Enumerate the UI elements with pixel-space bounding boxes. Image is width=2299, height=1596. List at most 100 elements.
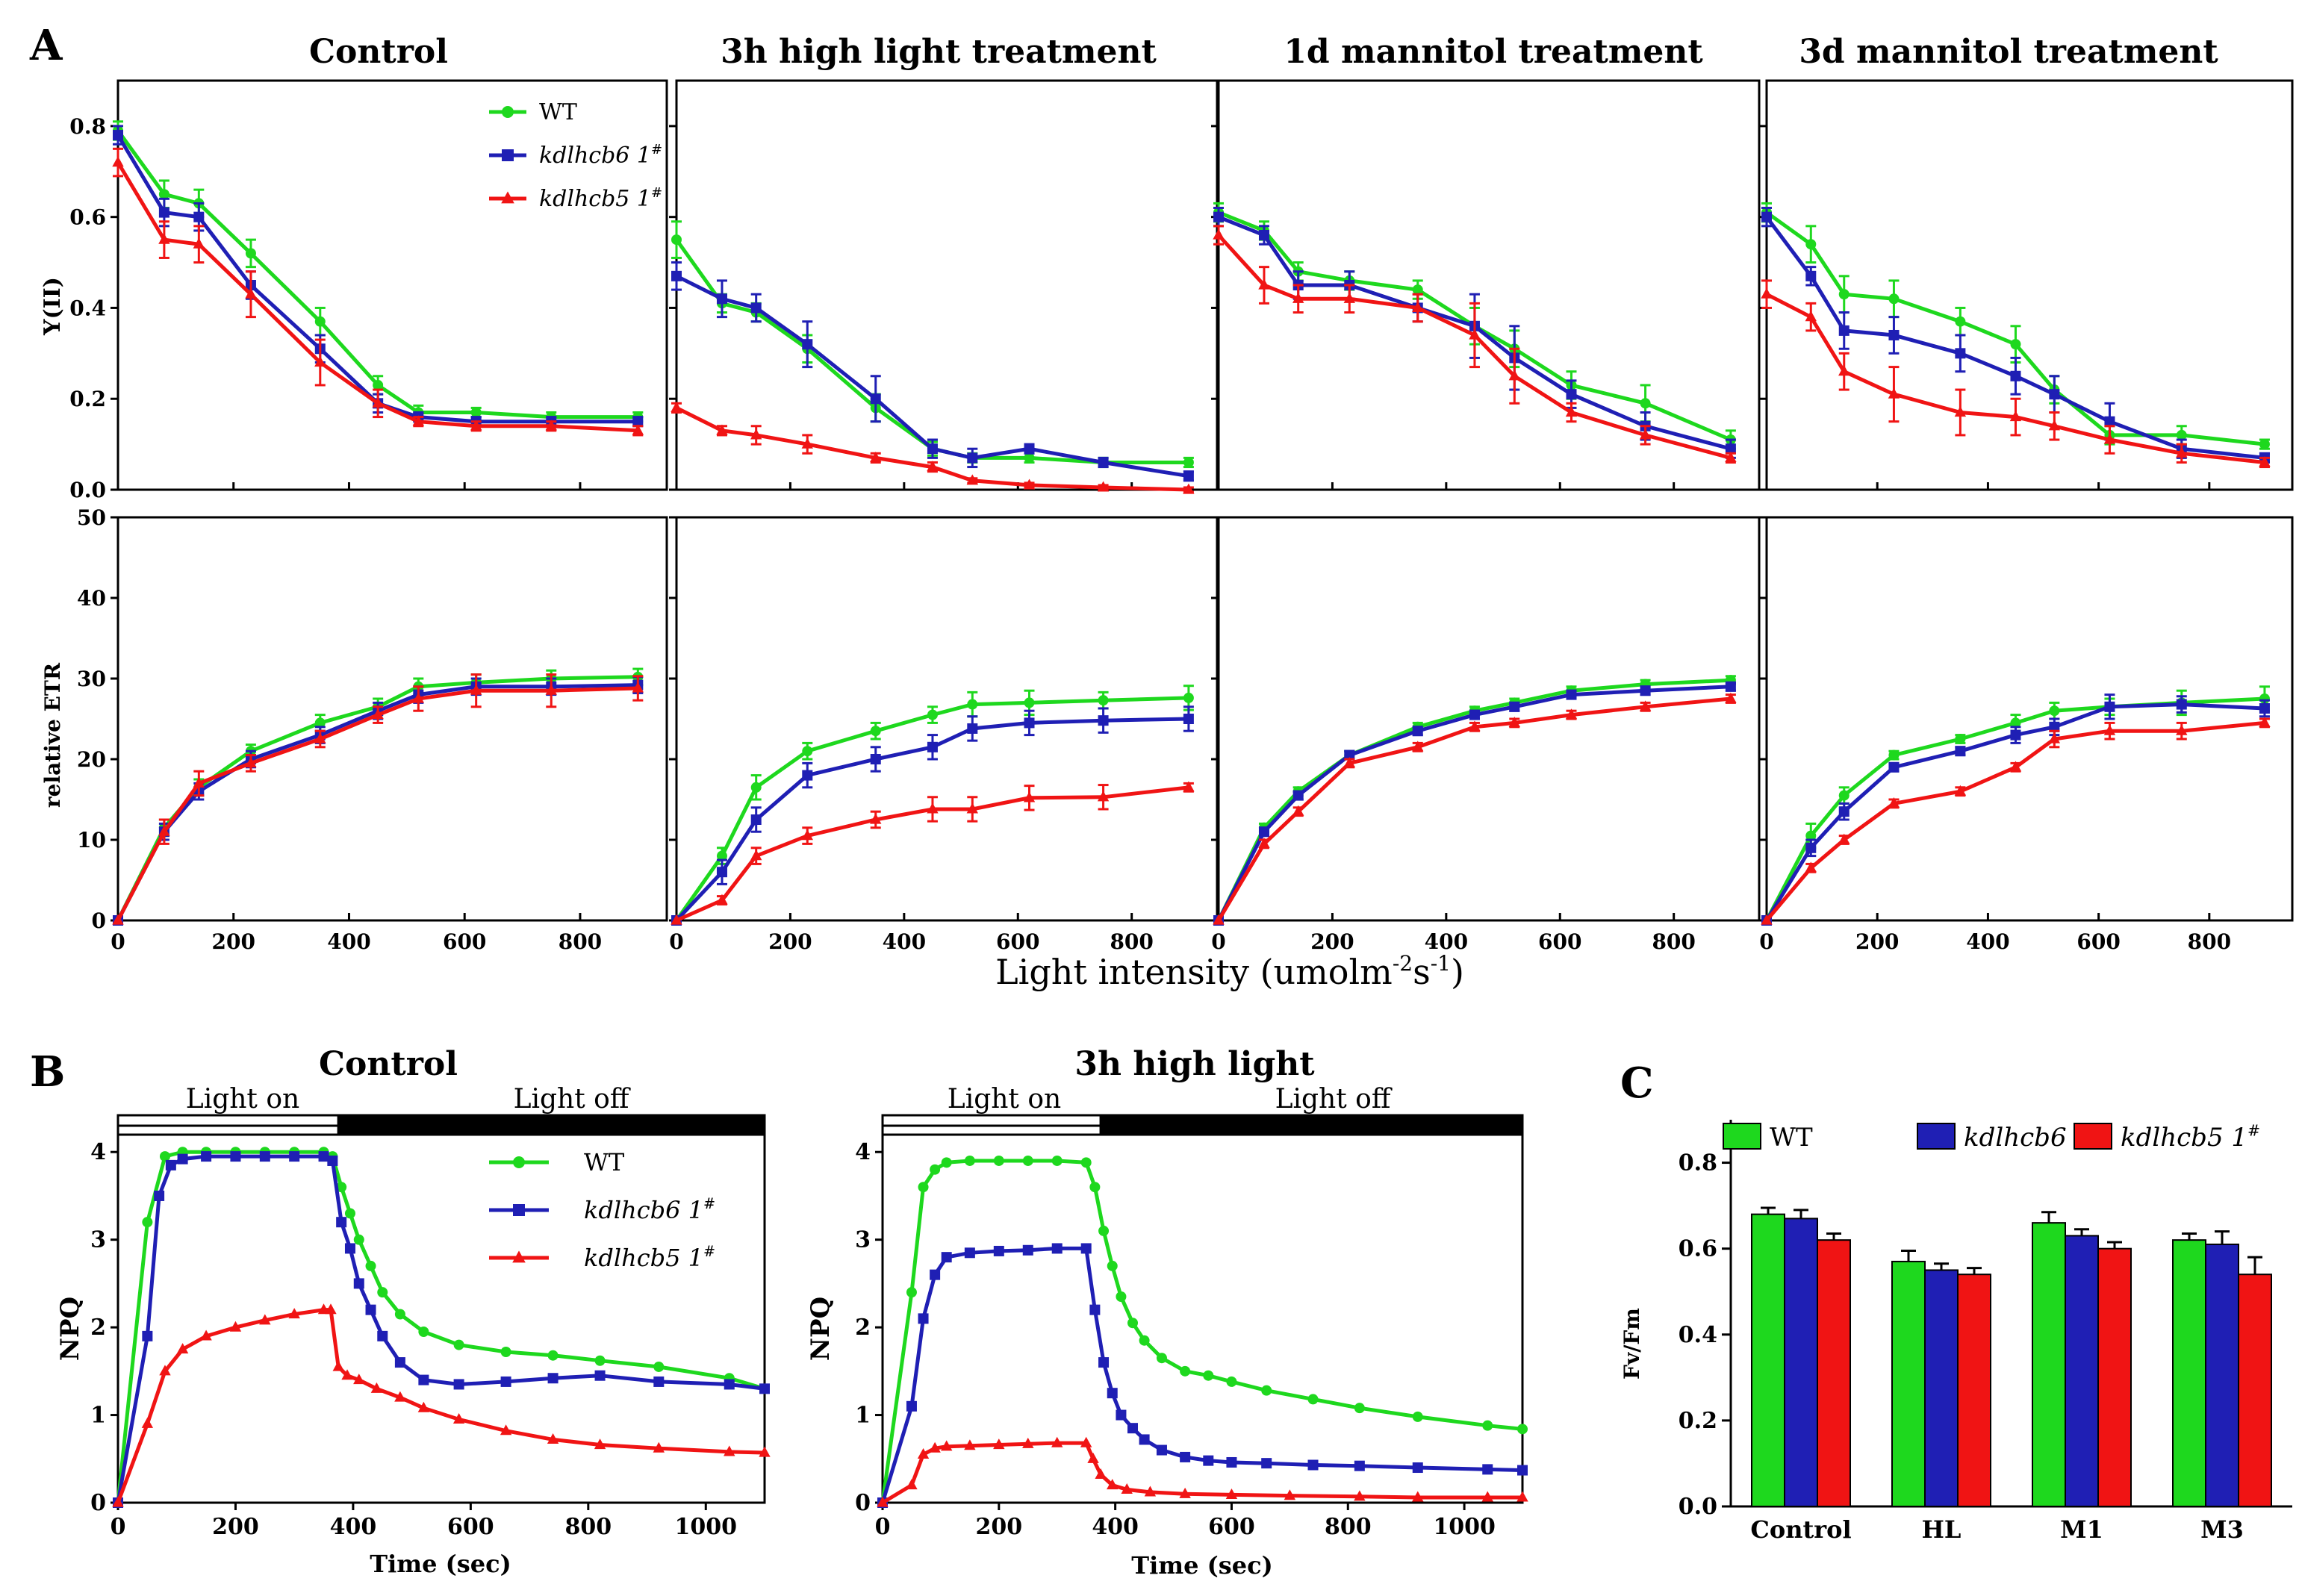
data-point-kdlhcb6-1 xyxy=(1517,1465,1528,1476)
data-point-kdlhcb5-1 xyxy=(452,1413,465,1424)
data-point-wt xyxy=(1226,1376,1237,1387)
data-point-kdlhcb6-1 xyxy=(1805,270,1817,281)
legend-label-kdlhcb5-1: kdlhcb5 1# xyxy=(584,1243,715,1272)
data-point-kdlhcb6-1 xyxy=(2049,721,2060,732)
y-tick-label-a-etr-0: 30 xyxy=(77,667,106,691)
data-point-kdlhcb5-1 xyxy=(929,1441,941,1453)
data-point-kdlhcb5-1 xyxy=(1412,302,1424,313)
data-point-kdlhcb5-1 xyxy=(927,802,939,814)
data-point-kdlhcb6-1 xyxy=(1183,714,1194,724)
data-point-kdlhcb5-1 xyxy=(2176,724,2188,735)
y-axis-label-fvfm: Fv/Fm xyxy=(1620,1308,1644,1380)
data-point-kdlhcb5-1 xyxy=(1292,805,1304,816)
x-tick-label-b-0: 800 xyxy=(565,1514,612,1540)
data-point-kdlhcb6-1 xyxy=(547,1373,559,1384)
plot-b-1: 0 1 2 3 4 0 200 400 600 800 1000 xyxy=(855,1114,1528,1540)
legend-label-wt: WT xyxy=(584,1148,625,1176)
bar-wt xyxy=(1751,1213,1785,1507)
data-point-kdlhcb5-1 xyxy=(877,1496,889,1507)
data-point-kdlhcb6-1 xyxy=(394,1357,405,1368)
y-axis-label-npq-high-light: NPQ xyxy=(806,1297,836,1361)
data-point-kdlhcb6-1 xyxy=(1955,348,1966,359)
y-axis-label-relative-etr: relative ETR xyxy=(40,662,65,808)
data-point-kdlhcb5-1 xyxy=(1516,1491,1528,1502)
data-point-kdlhcb5-1 xyxy=(671,402,682,412)
data-point-kdlhcb5-1 xyxy=(500,1424,512,1436)
series-line-wt xyxy=(1218,211,1732,442)
data-point-kdlhcb5-1 xyxy=(288,1308,300,1319)
x-tick-label-a-etr-2: 0 xyxy=(1211,929,1225,954)
data-point-kdlhcb5-1 xyxy=(200,1330,212,1341)
series-line-wt xyxy=(1216,678,1732,922)
data-point-kdlhcb5-1 xyxy=(1023,791,1036,802)
data-point-wt xyxy=(470,407,482,418)
y-tick-label-a-yii-0: 0.6 xyxy=(69,205,106,230)
data-point-kdlhcb6-1 xyxy=(2010,370,2021,381)
data-point-kdlhcb5-1 xyxy=(1023,479,1036,490)
data-point-wt xyxy=(1307,1394,1319,1405)
series-line-kdlhcb6-1 xyxy=(675,717,1189,922)
x-tick-label-b-1: 400 xyxy=(1092,1514,1139,1540)
data-point-kdlhcb5-1 xyxy=(870,813,882,824)
data-point-wt xyxy=(1888,749,1900,761)
data-point-kdlhcb5-1 xyxy=(2103,433,2116,444)
data-point-kdlhcb6-1 xyxy=(1566,389,1577,400)
data-point-kdlhcb6-1 xyxy=(365,1304,376,1315)
legend-marker-wt xyxy=(502,106,514,118)
data-point-kdlhcb5-1 xyxy=(966,474,978,485)
data-point-kdlhcb5-1 xyxy=(993,1438,1005,1450)
legend-marker-kdlhcb5-1 xyxy=(501,191,514,204)
data-point-kdlhcb6-1 xyxy=(1051,1243,1063,1254)
data-point-kdlhcb5-1 xyxy=(1805,861,1817,873)
data-point-kdlhcb6-1 xyxy=(154,1190,165,1201)
data-point-wt xyxy=(927,709,938,720)
y-axis-label-npq-control: NPQ xyxy=(55,1297,85,1361)
plot-a-etr-3: 0 200 400 600 800 xyxy=(1759,516,2294,954)
data-point-kdlhcb5-1 xyxy=(1508,717,1520,727)
x-tick-label-a-etr-0: 200 xyxy=(212,929,255,954)
data-point-kdlhcb5-1 xyxy=(716,424,728,435)
data-point-kdlhcb6-1 xyxy=(927,443,938,455)
data-point-kdlhcb5-1 xyxy=(341,1369,353,1380)
data-point-wt xyxy=(1107,1260,1118,1271)
bar-kdlhcb6-1 xyxy=(2205,1243,2239,1508)
panel-label-c: C xyxy=(1620,1059,1654,1108)
data-point-kdlhcb6-1 xyxy=(1307,1459,1319,1471)
y-tick-label-a-etr-0: 0 xyxy=(92,908,106,933)
legend-panel-b: WT kdlhcb6 1# kdlhcb5 1# xyxy=(489,1148,715,1272)
plot-frame-a-yii-3 xyxy=(1765,79,2294,491)
y-tick-label-b-0: 3 xyxy=(90,1227,106,1253)
y-tick-label-b-1: 4 xyxy=(855,1139,871,1165)
legend-label-kdlhcb6-1: kdlhcb6 1# xyxy=(584,1195,715,1224)
data-point-wt xyxy=(453,1339,464,1350)
data-point-kdlhcb5-1 xyxy=(801,829,813,841)
plot-a-yii-2 xyxy=(1211,79,1761,491)
series-line-wt xyxy=(674,696,1189,922)
series-line-wt xyxy=(674,238,1189,464)
data-point-kdlhcb6-1 xyxy=(967,452,978,464)
data-point-kdlhcb6-1 xyxy=(1024,443,1035,455)
data-point-wt xyxy=(1838,289,1850,300)
data-point-kdlhcb5-1 xyxy=(2048,732,2061,744)
y-tick-label-a-etr-0: 20 xyxy=(77,747,106,772)
plot-c: 0.0 0.2 0.4 0.6 0.8 Control HL M1 M3 xyxy=(1679,1120,2292,1544)
legend-label-wt: WT xyxy=(539,99,577,125)
data-point-kdlhcb5-1 xyxy=(2259,717,2271,727)
data-point-kdlhcb5-1 xyxy=(2103,724,2116,735)
data-point-kdlhcb5-1 xyxy=(870,451,882,462)
data-point-kdlhcb5-1 xyxy=(1805,311,1817,322)
data-point-kdlhcb5-1 xyxy=(1481,1491,1493,1502)
data-point-kdlhcb6-1 xyxy=(759,1383,770,1394)
data-point-wt xyxy=(1955,316,1966,327)
data-point-kdlhcb5-1 xyxy=(1838,833,1850,844)
series-line-kdlhcb6-1 xyxy=(116,683,638,922)
x-tick-label-b-1: 0 xyxy=(875,1514,891,1540)
x-tick-label-a-etr-0: 0 xyxy=(111,929,125,954)
data-point-wt xyxy=(1888,293,1900,305)
bar-kdlhcb5-1 xyxy=(2097,1247,2132,1507)
data-point-kdlhcb5-1 xyxy=(158,825,170,836)
data-point-kdlhcb5-1 xyxy=(259,1314,271,1325)
x-axis-label-time-high-light: Time (sec) xyxy=(1131,1551,1272,1580)
x-tick-label-a-etr-0: 600 xyxy=(443,929,486,954)
